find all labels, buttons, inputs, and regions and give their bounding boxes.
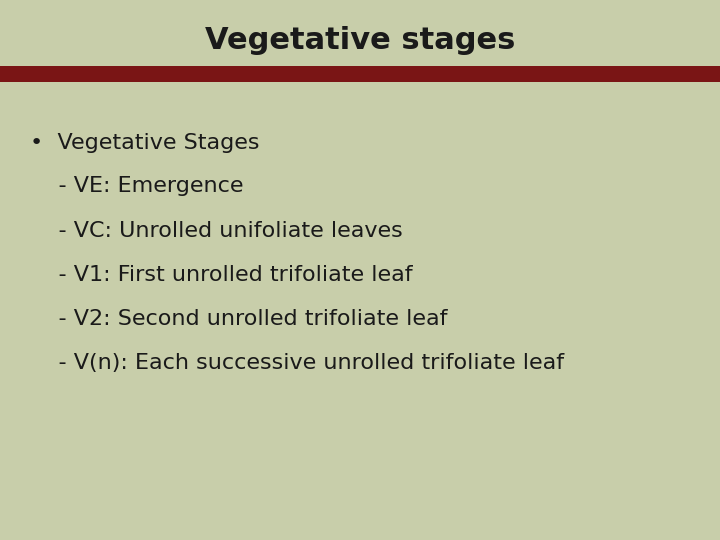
Text: Vegetative stages: Vegetative stages	[204, 26, 516, 55]
Text: - V1: First unrolled trifoliate leaf: - V1: First unrolled trifoliate leaf	[30, 265, 413, 285]
Text: - VE: Emergence: - VE: Emergence	[30, 176, 244, 197]
Bar	[0, 66, 720, 82]
Text: - VC: Unrolled unifoliate leaves: - VC: Unrolled unifoliate leaves	[30, 220, 403, 241]
Text: •  Vegetative Stages: • Vegetative Stages	[30, 133, 260, 153]
Text: - V2: Second unrolled trifoliate leaf: - V2: Second unrolled trifoliate leaf	[30, 309, 448, 329]
Text: - V(n): Each successive unrolled trifoliate leaf: - V(n): Each successive unrolled trifoli…	[30, 353, 564, 374]
